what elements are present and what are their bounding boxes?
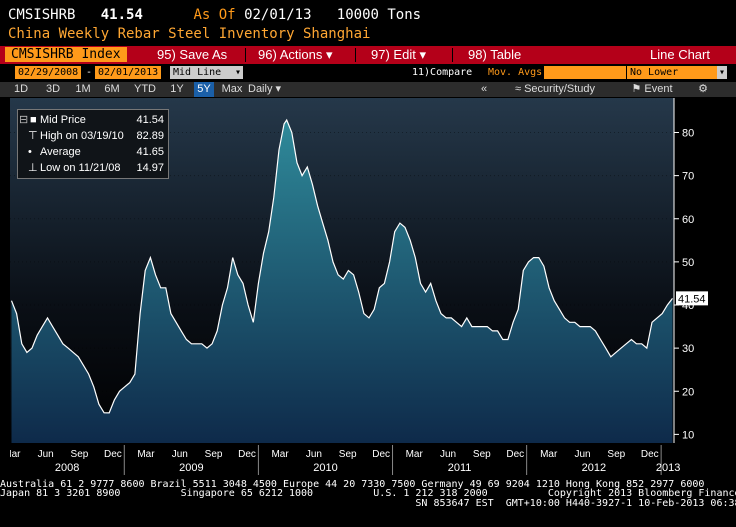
x-tick-label: Dec: [372, 449, 390, 460]
year-label: 2013: [656, 462, 680, 474]
footer-line-1: Australia 61 2 9777 8600 Brazil 5511 304…: [0, 479, 705, 490]
last-value-badge: [676, 291, 708, 306]
chart-type-label[interactable]: Line Chart: [650, 47, 710, 62]
compare-button[interactable]: 11)Compare: [412, 67, 473, 78]
footer-line-2: Japan 81 3 3201 8900 Singapore 65 6212 1…: [0, 488, 736, 500]
series-line: [10, 118, 673, 414]
y-tick-label: 10: [682, 429, 694, 441]
x-tick-label: Mar: [10, 449, 21, 460]
dropdown-arrow-icon: ▾: [419, 47, 426, 62]
x-tick-label: Jun: [440, 449, 456, 460]
mov-avg-field-2[interactable]: [576, 66, 626, 79]
y-tick-label: 80: [682, 128, 694, 140]
as-of-label: As Of: [193, 7, 236, 23]
x-tick-label: Mar: [540, 449, 558, 460]
save-as-button[interactable]: 95) Save As: [157, 47, 228, 62]
year-label: 2009: [179, 462, 203, 474]
frequency-select[interactable]: Daily ▾: [248, 83, 282, 95]
tab-1d[interactable]: 1D: [13, 83, 29, 95]
year-label: 2010: [313, 462, 337, 474]
legend-average: • Average 41.65: [28, 146, 164, 158]
x-tick-label: Sep: [339, 449, 357, 460]
footer-line-3: SN 853647 EST GMT+10:00 H440-3927-1 10-F…: [0, 497, 736, 509]
y-tick-label: 60: [682, 214, 694, 226]
x-tick-label: Sep: [71, 449, 89, 460]
checkbox-icon[interactable]: ■: [30, 114, 37, 126]
lower-chart-select[interactable]: No Lower Chart: [627, 66, 717, 91]
x-tick-label: Dec: [641, 449, 659, 460]
footer: Australia 61 2 9777 8600 Brazil 5511 304…: [0, 479, 736, 509]
collapse-icon[interactable]: ⊟: [19, 114, 29, 126]
ticker-symbol: CMSISHRB: [8, 7, 76, 23]
ticker-header: CMSISHRB 41.54 As Of 02/01/13 10000 Tons: [8, 7, 421, 23]
x-tick-label: Sep: [205, 449, 223, 460]
x-tick-label: Sep: [607, 449, 625, 460]
x-tick-label: Jun: [172, 449, 188, 460]
start-date-field[interactable]: 02/29/2008: [15, 66, 82, 79]
tab-3d[interactable]: 3D: [45, 83, 61, 95]
security-study-button[interactable]: ≈ Security/Study: [514, 83, 596, 95]
x-tick-label: Dec: [506, 449, 524, 460]
chart-controls: 02/29/2008 - 02/01/2013 Mid Line ▾ 11)Co…: [0, 64, 736, 91]
x-tick-label: Sep: [473, 449, 491, 460]
mov-avg-field[interactable]: [544, 66, 576, 79]
edit-button[interactable]: 97) Edit ▾: [371, 47, 426, 62]
x-tick-label: Jun: [306, 449, 322, 460]
x-tick-label: Mar: [271, 449, 289, 460]
chevron-down-icon: ▾: [275, 83, 282, 95]
legend-box: ⊟ ■ Mid Price 41.54 ⊤ High on 03/19/10 8…: [17, 109, 169, 179]
tab-5y[interactable]: 5Y: [194, 82, 214, 97]
last-value-label: 41.54: [678, 293, 706, 305]
end-date-field[interactable]: 02/01/2013: [95, 66, 162, 79]
units-label: 10000 Tons: [336, 7, 422, 23]
x-tick-label: Dec: [104, 449, 122, 460]
gear-icon[interactable]: ⚙: [698, 83, 708, 95]
chart-icon: ≈: [514, 83, 522, 95]
tab-6m[interactable]: 6M: [104, 83, 120, 95]
dropdown-arrow-icon: ▾: [325, 47, 333, 62]
year-label: 2012: [582, 462, 606, 474]
y-tick-label: 30: [682, 343, 694, 355]
tab-1m[interactable]: 1M: [75, 83, 91, 95]
series-field-select[interactable]: Mid Line: [170, 66, 234, 79]
legend-mid-price: ⊟ ■ Mid Price 41.54: [19, 114, 164, 126]
as-of-date: 02/01/13: [244, 7, 312, 23]
low-marker-icon: ⊥: [28, 162, 38, 174]
chevron-down-icon[interactable]: ▾: [233, 66, 243, 79]
legend-high: ⊤ High on 03/19/10 82.89: [28, 130, 164, 142]
x-tick-label: Mar: [137, 449, 155, 460]
x-tick-label: Dec: [238, 449, 256, 460]
index-label[interactable]: CMSISHRB Index: [5, 47, 127, 62]
tab-max[interactable]: Max: [221, 83, 243, 95]
legend-low: ⊥ Low on 11/21/08 14.97: [28, 162, 164, 174]
y-tick-label: 20: [682, 386, 694, 398]
last-price: 41.54: [100, 7, 143, 23]
x-tick-label: Jun: [38, 449, 54, 460]
average-marker-icon: •: [28, 146, 32, 158]
moving-averages-button[interactable]: Mov. Avgs: [488, 67, 543, 78]
area-fill: [11, 120, 673, 443]
table-button[interactable]: 98) Table: [468, 47, 522, 62]
tab-ytd[interactable]: YTD: [134, 83, 156, 95]
function-toolbar: CMSISHRB Index 95) Save As 96) Actions ▾…: [0, 46, 736, 64]
event-button[interactable]: ⚑ Event: [631, 83, 673, 95]
date-separator: -: [86, 67, 93, 78]
security-title: China Weekly Rebar Steel Inventory Shang…: [8, 26, 371, 42]
tab-1y[interactable]: 1Y: [170, 83, 184, 95]
x-tick-label: Mar: [406, 449, 424, 460]
collapse-icon[interactable]: «: [480, 83, 488, 95]
y-tick-label: 70: [682, 171, 694, 183]
high-marker-icon: ⊤: [28, 130, 38, 142]
year-label: 2011: [448, 462, 472, 474]
y-tick-label: 50: [682, 257, 694, 269]
x-tick-label: Jun: [574, 449, 590, 460]
event-icon: ⚑: [631, 83, 642, 95]
year-label: 2008: [55, 462, 79, 474]
range-tabs: 1D 3D 1M 6M YTD 1Y 5Y Max Daily ▾ « ≈ Security/…: [0, 82, 736, 97]
actions-button[interactable]: 96) Actions ▾: [258, 47, 333, 62]
chevron-down-icon[interactable]: ▾: [717, 66, 727, 79]
